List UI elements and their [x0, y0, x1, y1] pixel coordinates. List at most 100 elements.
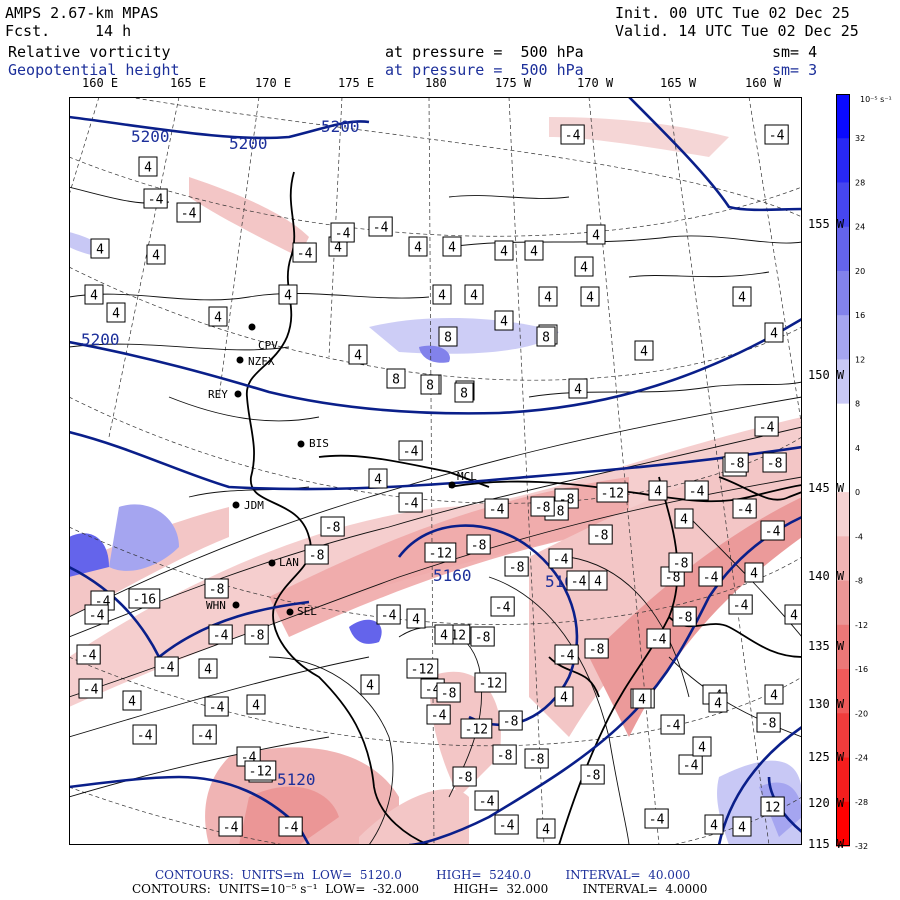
svg-text:4: 4	[790, 609, 798, 624]
colorbar-swatch	[836, 359, 850, 405]
colorbar-swatch	[836, 182, 850, 228]
valid-time: Valid. 14 UTC Tue 02 Dec 25	[615, 22, 859, 40]
vorticity-value-label: -12	[424, 542, 457, 563]
svg-text:4: 4	[90, 289, 98, 304]
colorbar-swatch	[836, 226, 850, 272]
vorticity-value-label: -4	[494, 814, 519, 835]
field1-level: at pressure = 500 hPa	[385, 43, 584, 61]
lat-label: 155 W	[808, 217, 845, 231]
vorticity-value-label: 4	[538, 286, 558, 307]
colorbar-tick-label: -12	[855, 621, 868, 630]
svg-text:4: 4	[366, 679, 374, 694]
colorbar-swatch	[836, 801, 850, 847]
svg-text:4: 4	[654, 485, 662, 500]
vorticity-value-label: -4	[426, 704, 451, 725]
svg-text:4: 4	[252, 699, 260, 714]
svg-text:-8: -8	[677, 611, 693, 626]
colorbar-tick-label: 24	[855, 223, 865, 232]
vorticity-value-label: -8	[530, 496, 555, 517]
vorticity-value-label: -8	[204, 578, 229, 599]
svg-text:-4: -4	[689, 485, 705, 500]
vorticity-value-label: -12	[474, 672, 507, 693]
vorticity-value-label: 4	[90, 238, 110, 259]
svg-text:-8: -8	[673, 557, 689, 572]
footer-height-contours: CONTOURS: UNITS=m LOW= 5120.0 HIGH= 5240…	[155, 868, 691, 882]
vorticity-shading-positive	[69, 232, 802, 845]
vorticity-value-label: 4	[674, 508, 694, 529]
vorticity-value-label: -8	[470, 626, 495, 647]
vorticity-value-label: 4	[708, 692, 728, 713]
vorticity-value-label: 4	[106, 302, 126, 323]
lat-label: 140 W	[808, 569, 845, 583]
vorticity-value-label: -4	[678, 754, 703, 775]
colorbar-tick-label: -8	[855, 577, 863, 586]
svg-text:-8: -8	[589, 643, 605, 658]
vorticity-value-label: 4	[692, 736, 712, 757]
vorticity-value-label: 4	[348, 344, 368, 365]
vorticity-value-label: -4	[176, 202, 201, 223]
svg-text:4: 4	[714, 697, 722, 712]
lat-label: 125 W	[808, 750, 845, 764]
vorticity-value-label: -8	[588, 524, 613, 545]
svg-text:4: 4	[750, 567, 758, 582]
svg-text:-8: -8	[497, 749, 513, 764]
svg-text:4: 4	[560, 691, 568, 706]
vorticity-value-label: 4	[408, 236, 428, 257]
svg-text:-8: -8	[441, 687, 457, 702]
vorticity-value-label: 8	[386, 368, 406, 389]
forecast-label: Fcst.	[5, 22, 51, 40]
svg-text:-8: -8	[593, 529, 609, 544]
vorticity-value-label: -4	[204, 696, 229, 717]
vorticity-value-label: 4	[634, 340, 654, 361]
svg-text:-4: -4	[209, 701, 225, 716]
svg-text:-4: -4	[565, 129, 581, 144]
svg-text:-8: -8	[325, 521, 341, 536]
vorticity-value-label: -8	[724, 452, 749, 473]
vorticity-value-label: 4	[406, 608, 426, 629]
svg-text:-4: -4	[651, 633, 667, 648]
vorticity-value-label: -12	[406, 658, 439, 679]
colorbar-swatch	[836, 536, 850, 582]
lat-label: 145 W	[808, 481, 845, 495]
vorticity-value-label: -4	[143, 188, 168, 209]
svg-text:4: 4	[204, 663, 212, 678]
svg-text:-8: -8	[529, 753, 545, 768]
model-title: AMPS 2.67-km MPAS	[5, 4, 159, 22]
vorticity-value-label: 4	[580, 286, 600, 307]
station-label: WHN	[206, 599, 226, 612]
vorticity-value-label: 4	[586, 224, 606, 245]
colorbar-swatch	[836, 315, 850, 360]
svg-text:-4: -4	[81, 649, 97, 664]
forecast-value: 14 h	[95, 22, 132, 40]
field2-level: at pressure = 500 hPa	[385, 61, 584, 79]
svg-text:-4: -4	[499, 819, 515, 834]
vorticity-value-label: 4	[464, 284, 484, 305]
vorticity-value-label: -4	[760, 520, 785, 541]
vorticity-value-label: -4	[484, 498, 509, 519]
svg-text:4: 4	[96, 243, 104, 258]
vorticity-value-label: -8	[466, 534, 491, 555]
svg-text:-8: -8	[457, 771, 473, 786]
vorticity-value-label: -8	[762, 452, 787, 473]
svg-text:4: 4	[412, 613, 420, 628]
svg-text:12: 12	[765, 801, 781, 816]
svg-text:4: 4	[500, 315, 508, 330]
colorbar-tick-label: 32	[855, 134, 865, 143]
svg-text:-8: -8	[509, 561, 525, 576]
svg-text:-4: -4	[223, 821, 239, 836]
svg-text:8: 8	[542, 331, 550, 346]
colorbar-swatch	[836, 713, 850, 759]
svg-text:4: 4	[738, 291, 746, 306]
colorbar-swatch	[836, 403, 850, 449]
vorticity-value-label: 4	[574, 256, 594, 277]
vorticity-value-label: 4	[648, 480, 668, 501]
vorticity-value-label: 4	[434, 624, 454, 645]
svg-text:4: 4	[544, 291, 552, 306]
vorticity-value-label: -4	[644, 808, 669, 829]
field1-smoothing: sm= 4	[772, 43, 818, 61]
vorticity-value-label: -4	[646, 628, 671, 649]
svg-text:-4: -4	[553, 553, 569, 568]
svg-text:-4: -4	[283, 821, 299, 836]
svg-text:4: 4	[112, 307, 120, 322]
vorticity-value-label: -8	[504, 556, 529, 577]
